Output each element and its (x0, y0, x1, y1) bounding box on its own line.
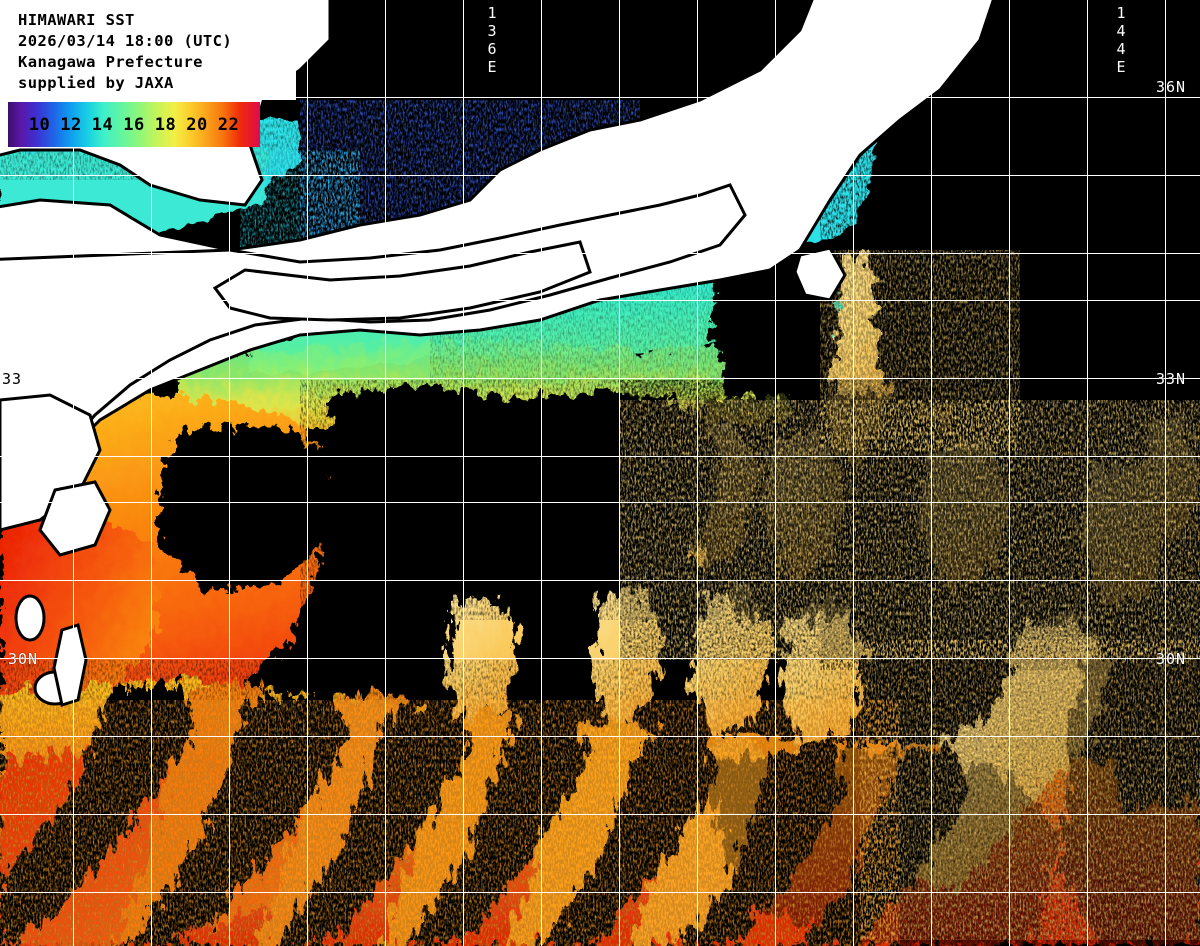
product-credit: supplied by JAXA (18, 74, 174, 92)
colorbar-tick: 16 (123, 114, 145, 135)
sst-colorbar: 10 12 14 16 18 20 22 (8, 102, 260, 147)
colorbar-ticks: 10 12 14 16 18 20 22 (8, 102, 260, 147)
colorbar-tick: 12 (60, 114, 82, 135)
product-region: Kanagawa Prefecture (18, 53, 203, 71)
product-info-box: HIMAWARI SST 2026/03/14 18:00 (UTC) Kana… (8, 6, 296, 100)
colorbar-tick: 22 (217, 114, 240, 135)
colorbar-tick: 14 (91, 114, 114, 135)
product-title: HIMAWARI SST (18, 11, 135, 29)
colorbar-tick: 18 (154, 114, 177, 135)
colorbar-tick: 10 (28, 114, 51, 135)
colorbar-tick: 20 (186, 114, 208, 135)
colorbar-gradient (8, 102, 260, 147)
product-datetime: 2026/03/14 18:00 (UTC) (18, 32, 233, 50)
